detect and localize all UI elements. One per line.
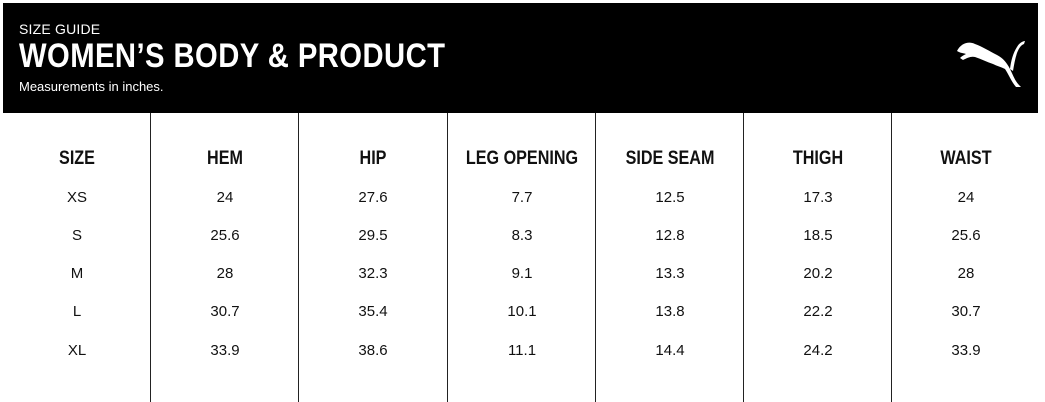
column-header: HEM xyxy=(207,148,243,169)
table-cell: 24 xyxy=(957,189,975,206)
column-size: SIZE XS S M L XL xyxy=(3,113,151,402)
table-cell: 35.4 xyxy=(358,303,388,320)
column-hem: HEM 24 25.6 28 30.7 33.9 xyxy=(150,113,299,402)
table-cell: XL xyxy=(67,342,87,359)
column-header: LEG OPENING xyxy=(465,148,579,169)
table-cell: 32.3 xyxy=(358,265,388,282)
column-hip: HIP 27.6 29.5 32.3 35.4 38.6 xyxy=(298,113,447,402)
table-cell: 38.6 xyxy=(358,342,388,359)
table-cell: 10.1 xyxy=(507,303,537,320)
table-cell: 14.4 xyxy=(655,342,685,359)
table-cell: 33.9 xyxy=(951,342,981,359)
column-header: SIZE xyxy=(59,148,95,169)
header-banner: SIZE GUIDE WOMEN’S BODY & PRODUCT Measur… xyxy=(3,3,1038,113)
table-cell: 9.1 xyxy=(511,265,533,282)
table-cell: 12.8 xyxy=(655,227,685,244)
table-cell: 18.5 xyxy=(803,227,833,244)
column-thigh: THIGH 17.3 18.5 20.2 22.2 24.2 xyxy=(743,113,892,402)
table-cell: 25.6 xyxy=(210,227,240,244)
page-title: WOMEN’S BODY & PRODUCT xyxy=(19,37,446,75)
table-cell: 28 xyxy=(216,265,234,282)
column-side-seam: SIDE SEAM 12.5 12.8 13.3 13.8 14.4 xyxy=(595,113,744,402)
table-cell: 13.3 xyxy=(655,265,685,282)
table-cell: 28 xyxy=(957,265,975,282)
table-cell: 7.7 xyxy=(511,189,533,206)
column-header: WAIST xyxy=(940,148,992,169)
column-waist: WAIST 24 25.6 28 30.7 33.9 xyxy=(891,113,1040,402)
table-cell: M xyxy=(70,265,84,282)
table-cell: 30.7 xyxy=(951,303,981,320)
table-cell: 29.5 xyxy=(358,227,388,244)
table-cell: 25.6 xyxy=(951,227,981,244)
table-cell: 17.3 xyxy=(803,189,833,206)
table-cell: 24.2 xyxy=(803,342,833,359)
table-cell: XS xyxy=(66,189,87,206)
table-cell: 33.9 xyxy=(210,342,240,359)
table-cell: 22.2 xyxy=(803,303,833,320)
column-header: SIDE SEAM xyxy=(625,148,715,169)
table-cell: 24 xyxy=(216,189,234,206)
table-cell: 20.2 xyxy=(803,265,833,282)
column-header: THIGH xyxy=(792,148,844,169)
table-cell: 27.6 xyxy=(358,189,388,206)
size-table: SIZE XS S M L XL HEM 24 25.6 28 30.7 33.9 HIP 27.6 29.… xyxy=(3,113,1038,402)
table-cell: 13.8 xyxy=(655,303,685,320)
size-guide-label: SIZE GUIDE xyxy=(19,21,101,37)
subtitle: Measurements in inches. xyxy=(19,79,164,94)
table-cell: S xyxy=(71,227,82,244)
column-header: HIP xyxy=(359,148,387,169)
puma-logo-icon xyxy=(957,41,1025,87)
table-cell: 30.7 xyxy=(210,303,240,320)
column-leg-opening: LEG OPENING 7.7 8.3 9.1 10.1 11.1 xyxy=(447,113,596,402)
table-cell: 12.5 xyxy=(655,189,685,206)
table-cell: 11.1 xyxy=(507,342,537,359)
table-cell: 8.3 xyxy=(511,227,533,244)
table-cell: L xyxy=(72,303,82,320)
